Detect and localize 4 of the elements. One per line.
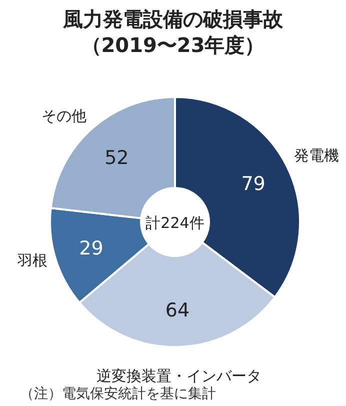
title: 風力発電設備の破損事故 bbox=[63, 7, 283, 31]
annotation: （注）電気保安統計を基に集計 bbox=[20, 386, 216, 402]
annotation: 計224件 bbox=[146, 214, 204, 232]
subtitle: （2019〜23年度） bbox=[81, 33, 265, 57]
